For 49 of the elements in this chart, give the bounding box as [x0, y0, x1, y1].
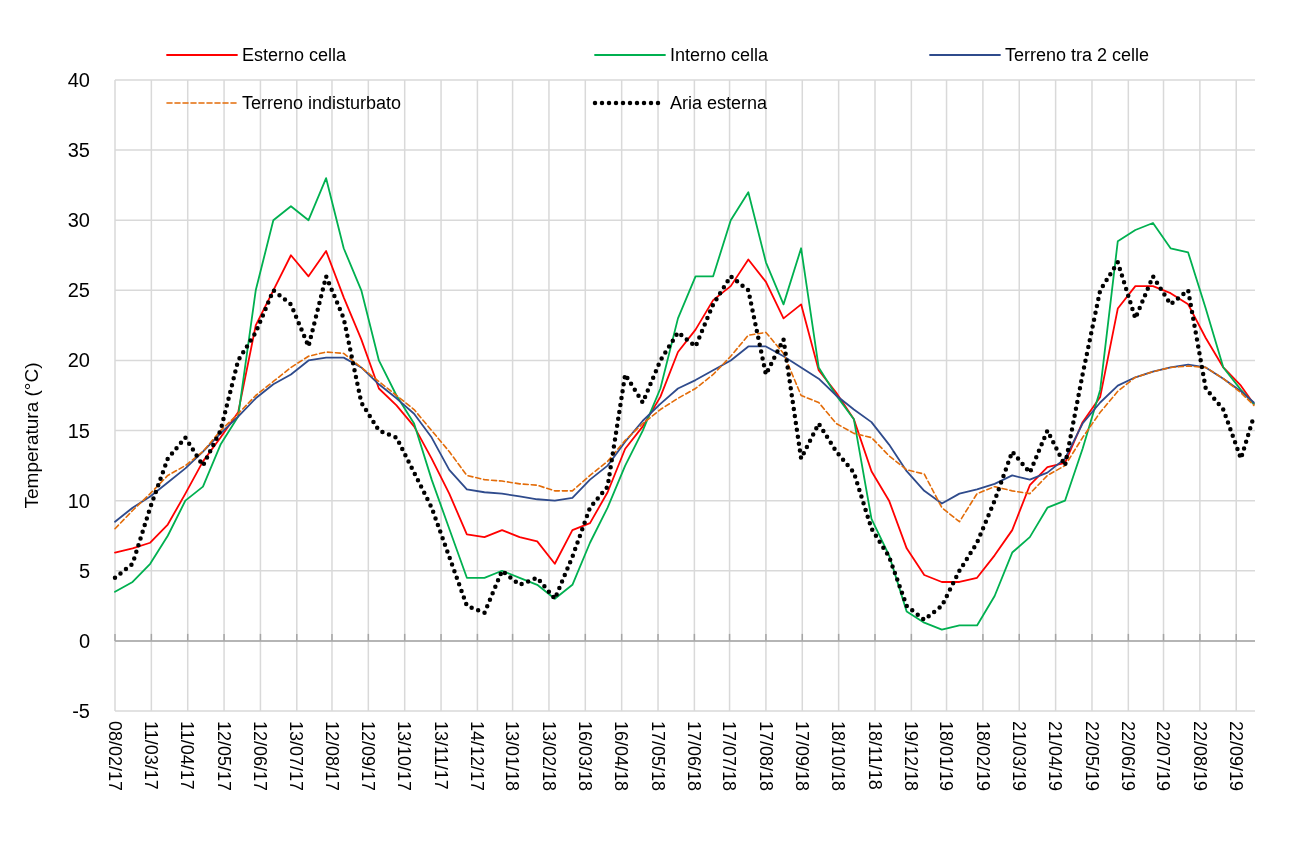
y-tick-label: -5: [72, 700, 90, 722]
y-tick-label: 40: [67, 69, 90, 91]
x-tick-label: 17/06/18: [684, 721, 705, 792]
x-tick-label: 11/03/17: [141, 721, 162, 790]
x-tick-label: 17/07/18: [719, 721, 740, 792]
x-tick-label: 21/04/19: [1045, 721, 1066, 792]
y-tick-label: 5: [78, 559, 90, 582]
x-tick-label: 18/02/19: [972, 721, 993, 792]
x-tick-label: 18/01/19: [936, 721, 957, 792]
x-tick-label: 16/04/18: [611, 721, 632, 792]
x-tick-label: 13/07/17: [286, 721, 307, 792]
x-tick-label: 18/11/18: [864, 721, 885, 790]
x-tick-label: 18/10/18: [828, 721, 849, 792]
x-tick-label: 12/05/17: [213, 721, 234, 792]
x-tick-label: 14/12/17: [467, 721, 488, 792]
x-tick-label: 11/04/17: [177, 721, 198, 790]
legend-label: Aria esterna: [670, 93, 769, 114]
x-tick-label: 22/07/19: [1153, 721, 1174, 792]
x-tick-label: 08/02/17: [104, 721, 125, 792]
x-tick-label: 12/06/17: [250, 721, 271, 792]
x-tick-label: 21/03/19: [1008, 721, 1029, 792]
x-tick-label: 13/01/18: [502, 721, 523, 792]
legend-label: Interno cella: [670, 45, 770, 66]
y-tick-label: 25: [67, 279, 90, 302]
y-tick-label: 35: [67, 139, 90, 162]
x-tick-label: 13/11/17: [430, 721, 451, 790]
x-tick-label: 17/08/18: [755, 721, 776, 792]
x-tick-label: 22/08/19: [1189, 721, 1210, 792]
x-tick-label: 22/09/19: [1225, 721, 1246, 792]
x-tick-label: 17/09/18: [791, 721, 812, 792]
x-tick-label: 16/03/18: [575, 721, 596, 792]
y-tick-label: 0: [78, 629, 90, 652]
x-tick-label: 19/12/18: [901, 721, 922, 792]
line-series: [114, 177, 1255, 631]
x-tick-label: 13/02/18: [538, 721, 559, 792]
x-tick-label: 12/09/17: [358, 721, 379, 792]
y-tick-label: 30: [67, 209, 90, 232]
x-tick-label: 13/10/17: [394, 721, 415, 792]
x-tick-label: 22/06/19: [1118, 721, 1139, 792]
x-tick-label: 22/05/19: [1081, 721, 1102, 792]
y-tick-label: 20: [67, 349, 90, 372]
x-tick-label: 12/08/17: [321, 721, 342, 792]
y-tick-label: 10: [67, 489, 90, 512]
legend-label: Terreno indisturbato: [242, 93, 402, 114]
legend-label: Esterno cella: [242, 45, 348, 66]
x-tick-label: 17/05/18: [647, 721, 668, 792]
y-tick-label: 15: [67, 419, 90, 442]
y-axis-title: Temperatura (°C): [21, 362, 42, 509]
legend-label: Terreno tra 2 celle: [1005, 45, 1150, 66]
